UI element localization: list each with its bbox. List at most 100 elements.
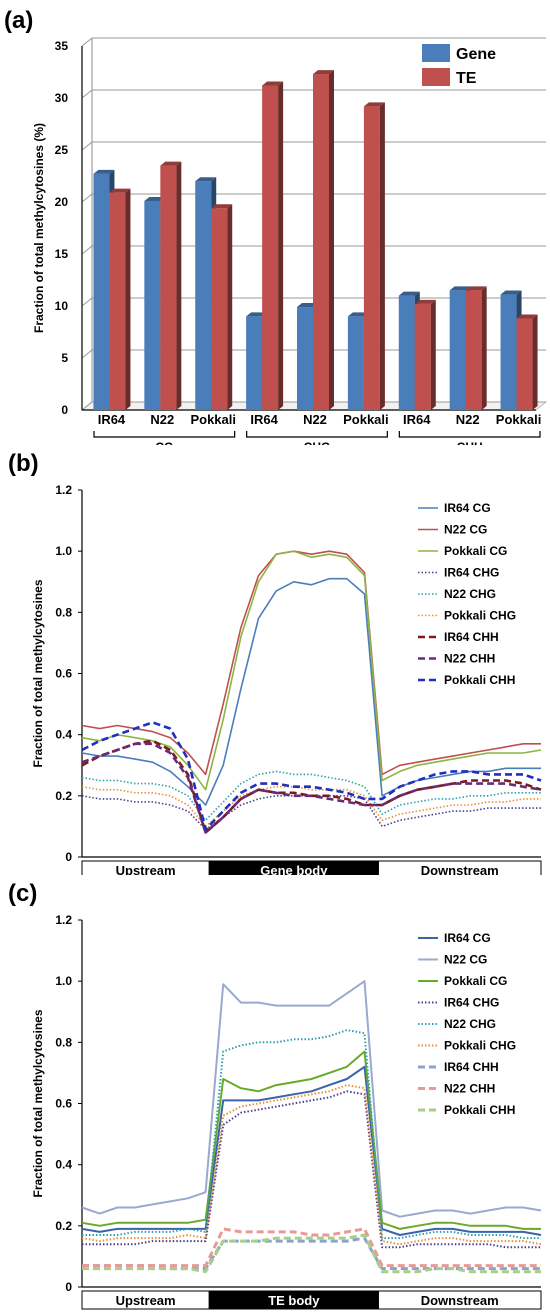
legend-label: Pokkali CG <box>444 974 507 988</box>
region-label: TE body <box>268 1293 320 1308</box>
series-line <box>81 550 541 776</box>
y-tick-label: 20 <box>55 195 69 209</box>
bar-gene <box>195 181 212 410</box>
bar-te-side <box>176 161 182 410</box>
bar-te-side <box>481 286 487 410</box>
bar-te-top <box>414 299 436 304</box>
region-label: Downstream <box>421 863 499 875</box>
legend-label: TE <box>456 70 477 87</box>
series-line <box>81 742 542 834</box>
bar-te <box>363 106 380 410</box>
series-line <box>81 739 542 834</box>
bar-te-top <box>313 70 334 75</box>
y-tick-label: 5 <box>61 351 68 365</box>
bar-te-side <box>227 204 233 410</box>
series-line <box>81 1065 542 1236</box>
group-label: CHG <box>304 440 331 445</box>
legend-label: IR64 CG <box>444 931 491 945</box>
x-tick-label: N22 <box>456 412 480 427</box>
y-tick-label: 0 <box>65 1280 72 1294</box>
bar-gene-top <box>246 312 268 317</box>
bar-te <box>313 74 329 410</box>
y-tick-label: 15 <box>55 247 69 261</box>
bar-te-top <box>211 204 233 209</box>
bar-gene-top <box>144 196 166 201</box>
group-label: CG <box>155 440 173 445</box>
series-line <box>81 1084 542 1246</box>
y-tick-label: 0.8 <box>55 605 72 619</box>
legend-label: N22 CHH <box>444 1082 495 1096</box>
x-tick-label: Pokkali <box>190 412 236 427</box>
region-downstream <box>377 1290 542 1310</box>
y-tick-label: 1.2 <box>55 913 72 927</box>
region-label: Gene body <box>260 863 328 875</box>
x-tick-label: Pokkali <box>343 412 389 427</box>
bar-te <box>211 208 228 410</box>
gridline-depth <box>81 349 93 359</box>
legend-label: IR64 CHG <box>444 996 499 1010</box>
y-tick-label: 0.2 <box>55 789 72 803</box>
legend-label: Gene <box>456 46 496 63</box>
legend-label: Pokkali CHH <box>444 673 515 687</box>
bar-te-top <box>363 102 385 107</box>
bar-te-top <box>516 314 538 319</box>
panel-label: (a) <box>4 7 33 34</box>
panel-label: (b) <box>8 450 39 477</box>
gridline-depth <box>81 245 93 255</box>
bar-te-top <box>465 286 487 291</box>
legend-label: N22 CHH <box>444 652 495 666</box>
panel-c-line-chart: (c) 0 0.2 0.4 0.6 0.8 1.0 1.2 Fraction of total … <box>8 880 542 1310</box>
bar-gene <box>144 200 161 410</box>
y-axis-label: Fraction of total methylcytosines <box>31 579 45 767</box>
panel-label: (c) <box>8 880 37 907</box>
region-label: Upstream <box>116 863 176 875</box>
y-tick-label: 25 <box>55 143 69 157</box>
region-downstream <box>377 860 542 875</box>
gridline-depth <box>81 193 93 203</box>
x-tick-label: IR64 <box>403 412 431 427</box>
bar-te-side <box>379 102 385 410</box>
x-tick-label: Pokkali <box>496 412 542 427</box>
series-line <box>81 794 541 831</box>
gridline-depth <box>81 37 93 47</box>
y-tick-label: 30 <box>55 91 69 105</box>
series-line <box>81 770 541 822</box>
bar-gene-top <box>195 177 217 182</box>
legend-swatch <box>422 44 450 62</box>
legend-swatch <box>422 68 450 86</box>
bar-gene <box>246 316 263 410</box>
y-tick-label: 0.4 <box>55 728 72 742</box>
panel-a-bar-chart: (a) 0 5 10 15 20 25 30 35 Fraction of total methy… <box>4 7 548 445</box>
y-tick-label: 0.6 <box>55 1097 72 1111</box>
y-tick-label: 0 <box>61 403 68 417</box>
legend-label: IR64 CHG <box>444 566 499 580</box>
legend-label: IR64 CG <box>444 501 491 515</box>
bar-te-top <box>160 161 182 166</box>
series-line <box>82 1233 541 1274</box>
legend-label: N22 CG <box>444 523 487 537</box>
bar-gene-top <box>347 312 369 317</box>
bar-te <box>465 290 482 410</box>
bar-te-side <box>329 70 334 410</box>
y-tick-label: 35 <box>55 39 69 53</box>
legend-label: Pokkali CHG <box>444 1039 516 1053</box>
bar-gene <box>93 173 110 410</box>
y-tick-label: 1.2 <box>55 483 72 497</box>
legend-label: N22 CG <box>444 953 487 967</box>
y-axis-label: Fraction of total methylcytosines (%) <box>32 123 46 333</box>
x-tick-label: IR64 <box>250 412 278 427</box>
series-line <box>81 1050 541 1230</box>
bar-gene-top <box>398 291 420 296</box>
bar-te-top <box>262 81 284 86</box>
bar-te-top <box>109 188 131 193</box>
group-label: CHH <box>457 440 483 445</box>
series-line <box>82 1236 541 1271</box>
legend-label: Pokkali CHG <box>444 609 516 623</box>
series-line <box>81 785 541 828</box>
bar-gene <box>297 307 313 410</box>
panel-b-line-chart: (b) 0 0.2 0.4 0.6 0.8 1.0 1.2 Fraction of total … <box>8 450 542 875</box>
y-tick-label: 0.6 <box>55 667 72 681</box>
series-line <box>82 1029 541 1240</box>
gridline-depth <box>81 141 93 151</box>
